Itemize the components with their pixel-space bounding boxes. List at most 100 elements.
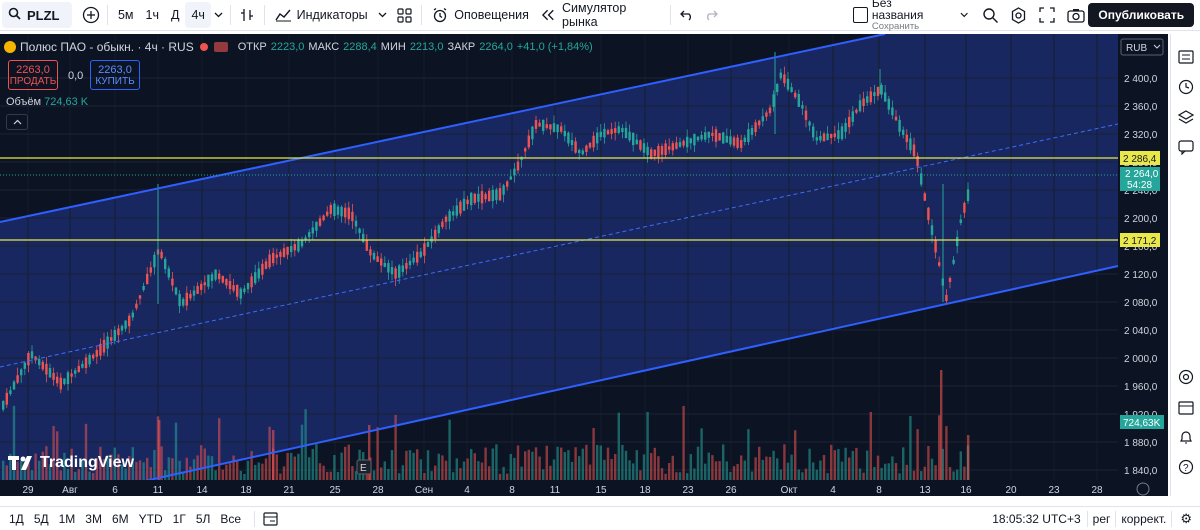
currency-selector[interactable] (1120, 38, 1164, 56)
interval-5m[interactable]: 5м (117, 8, 134, 22)
range-5d[interactable]: 5Д (33, 511, 49, 526)
volume-bar (635, 450, 638, 480)
indicators-label: Индикаторы (296, 8, 368, 22)
range-1d[interactable]: 1Д (9, 511, 24, 526)
candle-body (74, 370, 77, 374)
change-value: +41,0 (+1,84%) (516, 41, 593, 53)
volume-bar (336, 472, 340, 480)
fullscreen-button[interactable] (1035, 2, 1060, 28)
channel-mid-line[interactable] (0, 123, 1119, 368)
alerts-button[interactable]: Оповещения (426, 2, 535, 28)
price-tick-label: 2 360,0 (1124, 102, 1158, 113)
channel-lower-line[interactable] (0, 265, 1119, 496)
goto-date-button[interactable] (263, 511, 278, 526)
volume-bar (376, 427, 379, 480)
volume-bar (225, 464, 228, 480)
candle-body (394, 268, 397, 279)
range-ytd[interactable]: YTD (138, 511, 163, 526)
volume-bar (124, 468, 127, 480)
volume-bar (426, 450, 430, 480)
range-5y[interactable]: 5Л (195, 511, 211, 526)
chart-pane[interactable]: 2 400,02 360,02 320,02 280,02 240,02 200… (0, 34, 1168, 496)
alerts-label: Оповещения (454, 8, 529, 22)
redo-button[interactable] (699, 2, 724, 28)
candle-body (740, 140, 743, 148)
candle-body (315, 221, 318, 231)
volume-bar (736, 464, 739, 480)
settings-button[interactable] (1007, 2, 1032, 28)
candle-body (488, 190, 491, 202)
volume-bar (200, 445, 203, 480)
settings-gear-icon[interactable]: ⚙ (1180, 510, 1192, 526)
chart-type-button[interactable] (235, 2, 260, 28)
volume-bar (412, 452, 415, 480)
candle-body (70, 373, 73, 377)
candle-body (534, 120, 538, 129)
publish-button[interactable]: Опубликовать (1088, 3, 1195, 27)
volume-bar (858, 468, 862, 480)
range-1m[interactable]: 1М (58, 511, 76, 526)
volume-bar (30, 469, 34, 480)
ideas-button[interactable] (1171, 362, 1200, 392)
undo-button[interactable] (674, 2, 699, 28)
candle-body (887, 98, 890, 110)
range-all[interactable]: Все (220, 511, 242, 526)
compare-symbol-button[interactable] (78, 2, 103, 28)
candle-body (45, 363, 48, 375)
volume-bar (711, 455, 714, 480)
volume-bar (628, 460, 631, 480)
range-3m[interactable]: 3М (85, 511, 102, 526)
candle-body (711, 132, 714, 136)
interval-4h[interactable]: 4ч (185, 2, 211, 28)
adjust-toggle[interactable]: коррект. (1121, 511, 1167, 526)
candle-body (264, 261, 268, 269)
bars-icon (241, 9, 254, 21)
templates-button[interactable] (393, 2, 418, 28)
tradingview-logo[interactable]: TradingView (8, 454, 134, 472)
replay-button[interactable]: Симулятор рынка (535, 1, 666, 29)
volume-bar (804, 468, 808, 480)
interval-dropdown[interactable] (211, 2, 226, 28)
channel-upper-line[interactable] (0, 34, 886, 223)
layout-menu[interactable]: Без названия Сохранить (847, 0, 974, 32)
candle-body (660, 146, 664, 155)
interval-1d[interactable]: Д (170, 8, 180, 22)
help-button[interactable]: ? (1171, 452, 1200, 482)
candle-body (113, 329, 116, 341)
object-tree-button[interactable] (1171, 102, 1200, 132)
volume-bar (819, 460, 822, 480)
volume-bar (898, 473, 901, 480)
candle-body (452, 211, 455, 216)
volume-bar (765, 456, 768, 480)
legend-title[interactable]: Полюс ПАО - обыкн. · 4ч · RUS (20, 40, 194, 54)
buy-button[interactable]: 2263,0 КУПИТЬ (90, 60, 140, 90)
session-toggle[interactable]: рег (1092, 511, 1111, 526)
candle-body (196, 286, 199, 294)
volume-bar (221, 469, 224, 480)
events-marker[interactable] (356, 459, 372, 475)
symbol-search[interactable]: PLZL (2, 2, 73, 28)
quick-search-button[interactable] (978, 2, 1003, 28)
volume-bar (368, 425, 371, 480)
interval-1h[interactable]: 1ч (145, 8, 159, 22)
calendar-button[interactable] (1171, 392, 1200, 422)
clock-display[interactable]: 18:05:32 UTC+3 (992, 511, 1081, 526)
collapse-legend-button[interactable] (6, 114, 28, 130)
chats-button[interactable] (1171, 132, 1200, 162)
candle-body (192, 290, 196, 296)
chevron-down-icon (960, 12, 968, 18)
range-1y[interactable]: 1Г (172, 511, 186, 526)
snapshot-button[interactable] (1064, 2, 1089, 28)
sell-button[interactable]: 2263,0 ПРОДАТЬ (8, 60, 58, 90)
alerts-panel-button[interactable] (1171, 72, 1200, 102)
price-chart[interactable]: 2 400,02 360,02 320,02 280,02 240,02 200… (0, 34, 1168, 496)
watchlist-button[interactable] (1171, 42, 1200, 72)
auto-scale-icon[interactable] (1136, 482, 1150, 496)
candle-body (549, 124, 552, 130)
time-axis[interactable]: 29 Авг 6 11 14 18 21 25 28 Сен 4 8 11 15 18 23 26 Окт 4 8 13… (22, 485, 1103, 496)
notifications-button[interactable] (1171, 422, 1200, 452)
indicators-button[interactable]: Индикаторы (269, 2, 393, 28)
range-6m[interactable]: 6М (111, 511, 129, 526)
volume-bar (74, 472, 77, 480)
volume-bar (812, 462, 815, 480)
